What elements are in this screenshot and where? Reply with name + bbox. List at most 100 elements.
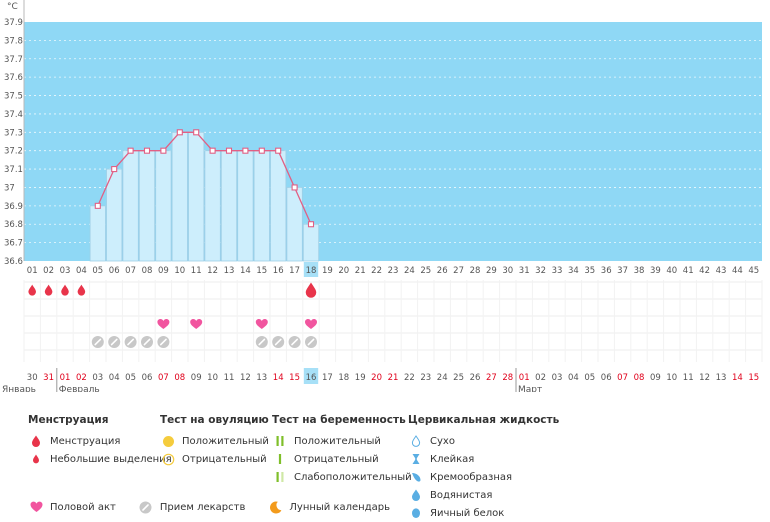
legend-label: Прием лекарств (159, 501, 246, 513)
calendar-date-label: 25 (453, 373, 464, 383)
temperature-point[interactable] (242, 147, 249, 154)
cycle-day-label[interactable]: 10 (174, 266, 185, 276)
cycle-day-label[interactable]: 27 (453, 266, 464, 276)
calendar-date-label: 15 (289, 373, 300, 383)
calendar-date-label: 14 (273, 373, 284, 383)
cycle-day-label[interactable]: 11 (191, 266, 202, 276)
menstruation-drop-icon[interactable] (28, 284, 36, 296)
temperature-point[interactable] (143, 147, 151, 154)
legend-label: Клейкая (430, 453, 475, 465)
cycle-day-label[interactable]: 39 (650, 266, 661, 276)
cycle-day-label[interactable]: 20 (338, 266, 349, 276)
cycle-day-label[interactable]: 19 (322, 266, 333, 276)
cycle-day-label[interactable]: 21 (355, 266, 366, 276)
cycle-day-label[interactable]: 07 (125, 266, 136, 276)
legend-label: Яичный белок (430, 507, 505, 519)
cycle-day-label[interactable]: 45 (748, 266, 759, 276)
intercourse-heart-icon[interactable] (190, 319, 203, 329)
cycle-day-label[interactable]: 17 (289, 266, 300, 276)
cycle-day-label[interactable]: 09 (158, 266, 169, 276)
legend-item-pregnancy-negative: Отрицательный (272, 450, 412, 468)
cycle-day-label[interactable]: 24 (404, 266, 415, 276)
yellow-ring-icon (160, 452, 176, 466)
medication-pill-icon[interactable] (305, 336, 317, 348)
cycle-day-label[interactable]: 29 (486, 266, 497, 276)
temperature-point[interactable] (225, 147, 233, 154)
cycle-day-label[interactable]: 28 (470, 266, 481, 276)
legend-item-creamy: Кремообразная (408, 468, 559, 486)
cycle-day-label[interactable]: 08 (142, 266, 153, 276)
cycle-day-label[interactable]: 04 (76, 266, 87, 276)
intercourse-heart-icon[interactable] (157, 319, 170, 329)
cycle-day-label[interactable]: 03 (60, 266, 71, 276)
temperature-point[interactable] (111, 166, 118, 173)
calendar-date-label: 02 (535, 373, 546, 383)
medication-pill-icon[interactable] (124, 336, 137, 348)
temperature-point[interactable] (291, 184, 298, 191)
cycle-day-label[interactable]: 30 (502, 266, 513, 276)
cycle-day-label[interactable]: 15 (256, 266, 267, 276)
cycle-day-label[interactable]: 18 (306, 266, 317, 276)
cycle-day-label[interactable]: 32 (535, 266, 546, 276)
calendar-date-label: 24 (437, 373, 448, 383)
legend-item-spotting: Небольшие выделения (28, 450, 172, 468)
legend-label: Отрицательный (182, 453, 267, 465)
calendar-date-label: 18 (338, 373, 349, 383)
cycle-day-label[interactable]: 22 (371, 266, 382, 276)
y-tick-label: 36.6 (4, 257, 23, 267)
cycle-day-label[interactable]: 38 (634, 266, 645, 276)
medication-pill-icon[interactable] (91, 336, 104, 348)
cycle-day-label[interactable]: 37 (617, 266, 628, 276)
medication-pill-icon[interactable] (108, 336, 121, 348)
medication-pill-icon[interactable] (272, 336, 285, 348)
cycle-day-label[interactable]: 31 (519, 266, 530, 276)
cycle-day-label[interactable]: 02 (43, 266, 54, 276)
temperature-point[interactable] (160, 147, 167, 154)
cycle-day-label[interactable]: 35 (584, 266, 595, 276)
cycle-day-label[interactable]: 44 (732, 266, 743, 276)
legend-title: Тест на беременность (272, 414, 406, 426)
temperature-point[interactable] (176, 129, 183, 136)
cycle-day-label[interactable]: 36 (601, 266, 612, 276)
menstruation-drop-icon[interactable] (61, 284, 69, 296)
cycle-day-label[interactable]: 40 (666, 266, 677, 276)
intercourse-heart-icon[interactable] (255, 319, 268, 329)
temperature-point[interactable] (209, 147, 216, 154)
temperature-bar (302, 223, 320, 262)
temperature-point[interactable] (193, 129, 200, 136)
cycle-day-label[interactable]: 25 (420, 266, 431, 276)
cycle-day-label[interactable]: 34 (568, 266, 579, 276)
single-line-icon (272, 452, 288, 466)
temperature-point[interactable] (127, 147, 134, 154)
menstruation-drop-icon[interactable] (305, 282, 317, 298)
y-tick-label: 36.9 (4, 202, 23, 212)
cycle-day-label[interactable]: 05 (92, 266, 103, 276)
cycle-day-label[interactable]: 01 (27, 266, 38, 276)
cycle-day-label[interactable]: 43 (716, 266, 727, 276)
legend-label: Кремообразная (430, 471, 513, 483)
temperature-point[interactable] (94, 202, 101, 209)
cycle-day-label[interactable]: 06 (109, 266, 120, 276)
legend-cervical-fluid: Цервикальная жидкость Сухо Клейкая Кремо… (408, 414, 559, 522)
cycle-day-label[interactable]: 13 (224, 266, 235, 276)
calendar-date-label: 04 (109, 373, 120, 383)
temperature-point[interactable] (258, 147, 265, 154)
cycle-day-label[interactable]: 16 (273, 266, 284, 276)
medication-pill-icon[interactable] (288, 336, 301, 348)
cycle-day-label[interactable]: 14 (240, 266, 251, 276)
menstruation-drop-icon[interactable] (44, 284, 53, 296)
medication-pill-icon[interactable] (255, 336, 268, 348)
medication-pill-icon[interactable] (141, 336, 153, 348)
cycle-day-label[interactable]: 12 (207, 266, 218, 276)
intercourse-heart-icon[interactable] (305, 319, 317, 329)
temperature-point[interactable] (275, 147, 282, 154)
medication-pill-icon[interactable] (157, 336, 170, 348)
cycle-day-label[interactable]: 23 (388, 266, 399, 276)
cycle-day-label[interactable]: 42 (699, 266, 710, 276)
menstruation-drop-icon[interactable] (77, 284, 86, 296)
temperature-point[interactable] (307, 221, 315, 228)
cycle-day-label[interactable]: 41 (683, 266, 694, 276)
cycle-day-label[interactable]: 33 (552, 266, 563, 276)
cycle-day-label[interactable]: 26 (437, 266, 448, 276)
double-line-icon (272, 434, 288, 448)
